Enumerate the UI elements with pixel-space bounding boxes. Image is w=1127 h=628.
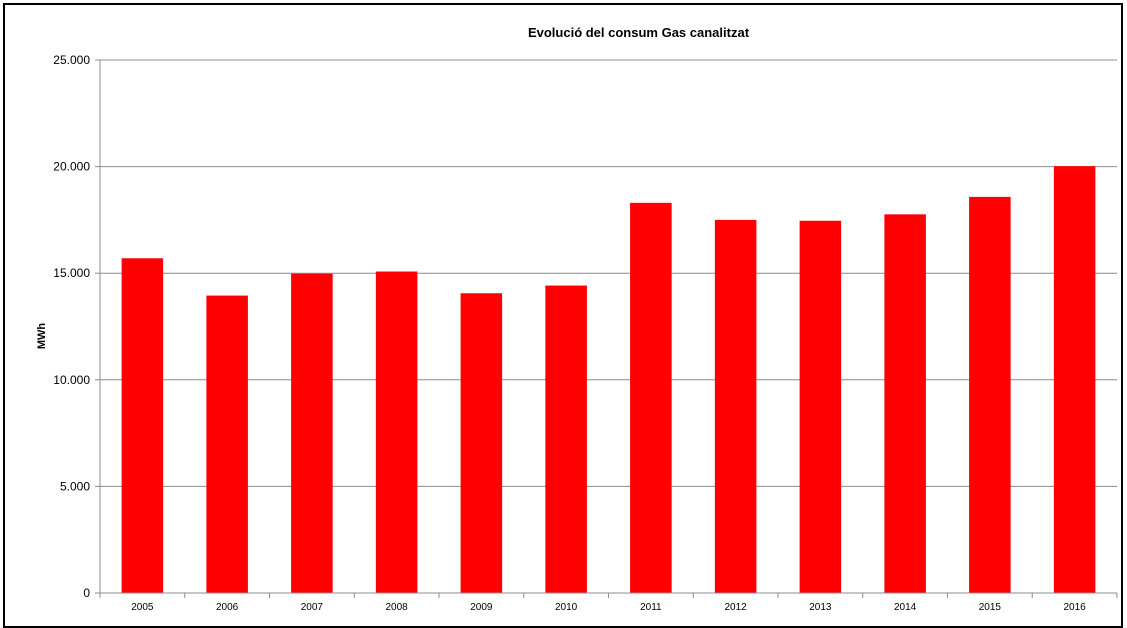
x-tick-label: 2015 [979,602,1002,613]
x-tick-label: 2011 [640,602,662,613]
bar-2008 [375,271,418,593]
y-axis-ticks: 0 5.000 10.000 15.000 20.000 25.000 [53,53,100,600]
y-tick-label: 20.000 [53,160,90,174]
bar-2006 [206,295,248,593]
y-axis-label: MWh [36,323,48,350]
bar-2014 [884,214,926,593]
x-tick-label: 2006 [216,602,239,613]
bars [121,166,1096,594]
bar-2016 [1053,166,1096,594]
x-axis-ticks: 2005 2006 2007 2008 2009 2010 2011 2012 2013 2014… [99,593,1118,613]
x-tick-label: 2007 [301,602,324,613]
chart-title: Evolució del consum Gas canalitzat [528,25,750,40]
axes [99,60,1117,594]
bar-2010 [545,285,587,593]
bar-2005 [121,258,164,593]
x-tick-label: 2013 [809,602,832,613]
bar-2013 [799,220,842,593]
x-tick-label: 2008 [386,602,409,613]
y-tick-label: 0 [83,586,90,600]
bar-2007 [291,273,333,593]
x-tick-label: 2014 [894,602,917,613]
x-tick-label: 2016 [1064,602,1087,613]
x-tick-label: 2009 [470,602,493,613]
bar-2012 [714,219,757,593]
bar-2011 [630,202,672,593]
gridlines [100,59,1117,487]
y-tick-label: 5.000 [60,479,90,493]
x-tick-label: 2012 [725,602,748,613]
bar-2015 [969,196,1011,594]
y-tick-label: 15.000 [53,266,90,280]
y-tick-label: 10.000 [53,373,90,387]
x-tick-label: 2005 [131,602,154,613]
bar-2009 [460,293,503,593]
y-tick-label: 25.000 [53,53,90,67]
x-tick-label: 2010 [555,602,578,613]
